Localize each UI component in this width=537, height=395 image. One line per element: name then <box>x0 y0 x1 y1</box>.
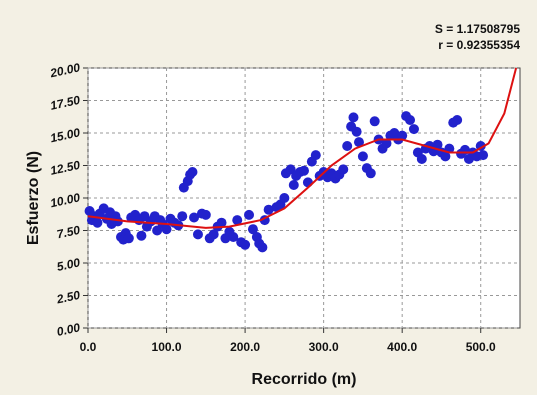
point <box>228 232 239 242</box>
x-tick-label: 400.0 <box>387 340 417 354</box>
y-tick-label: 20.00 <box>48 60 82 80</box>
point <box>263 204 274 215</box>
point <box>342 141 353 151</box>
point <box>192 229 203 240</box>
x-tick-label: 200.0 <box>230 340 260 354</box>
y-tick-label: 0.00 <box>56 320 82 339</box>
point <box>365 168 376 179</box>
point <box>189 212 200 223</box>
point <box>452 115 463 125</box>
point <box>348 112 359 123</box>
point <box>288 180 299 190</box>
point <box>279 193 290 203</box>
point <box>216 217 227 228</box>
point <box>440 151 451 162</box>
point <box>416 154 427 164</box>
point <box>232 215 243 226</box>
x-tick-label: 300.0 <box>309 340 339 354</box>
y-axis-label: Esfuerzo (N) <box>25 151 42 245</box>
y-tick-label: 10.00 <box>49 190 82 210</box>
point <box>351 126 362 137</box>
point <box>353 137 364 148</box>
y-tick-label: 5.00 <box>56 255 82 274</box>
point <box>478 150 489 161</box>
y-tick-label: 7.50 <box>56 223 82 242</box>
point <box>208 229 219 240</box>
y-tick-label: 15.00 <box>49 125 82 145</box>
point <box>161 224 172 235</box>
point <box>257 242 268 253</box>
x-axis-label: Recorrido (m) <box>252 371 357 388</box>
x-tick-label: 500.0 <box>466 340 496 354</box>
point <box>240 239 251 250</box>
point <box>177 211 188 222</box>
point <box>123 233 134 244</box>
point <box>381 138 392 149</box>
point <box>92 217 103 228</box>
point <box>338 164 349 175</box>
point <box>357 151 368 162</box>
point <box>187 167 198 177</box>
point <box>397 130 408 141</box>
x-tick-label: 0.0 <box>80 340 97 354</box>
annotation: S = 1.17508795 <box>435 22 520 36</box>
point <box>408 124 419 135</box>
point <box>432 139 443 150</box>
annotation: r = 0.92355354 <box>438 38 520 52</box>
point <box>369 116 380 127</box>
point <box>247 224 258 235</box>
point <box>405 115 416 125</box>
point <box>302 177 313 188</box>
point <box>244 209 255 220</box>
point <box>299 165 309 176</box>
y-tick-label: 2.50 <box>55 288 82 307</box>
point <box>136 230 147 241</box>
x-tick-label: 100.0 <box>152 340 182 354</box>
y-tick-label: 12.50 <box>49 158 82 178</box>
point <box>200 209 211 220</box>
fit-line <box>87 67 518 229</box>
point <box>310 150 321 161</box>
y-tick-label: 17.50 <box>49 93 82 113</box>
